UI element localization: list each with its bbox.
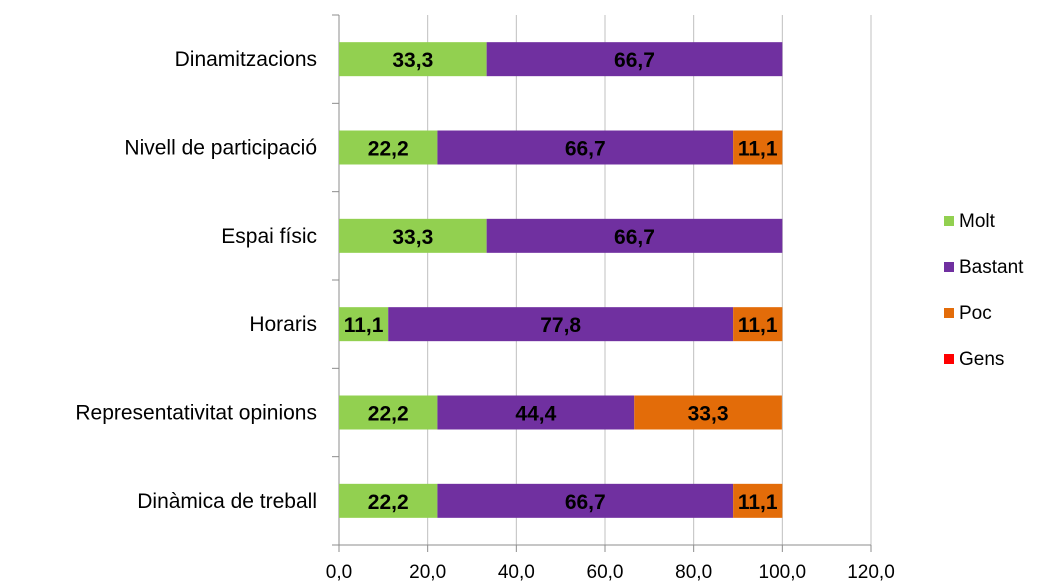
bar-segment bbox=[339, 42, 487, 77]
x-tick-label: 0,0 bbox=[326, 562, 352, 583]
data-labels: 33,3 66,7 22,2 66,7 11,1 33,3 66,7 11,1 77,8 11,1… bbox=[344, 49, 778, 514]
bar-segment bbox=[437, 483, 734, 518]
legend-swatch bbox=[944, 262, 954, 272]
category-label: Horaris bbox=[249, 313, 317, 336]
category-label: Dinamitzacions bbox=[175, 48, 317, 71]
bar-segment bbox=[339, 130, 438, 165]
category-label: Espai físic bbox=[221, 225, 317, 248]
bar-segment bbox=[339, 307, 389, 342]
data-label: 66,7 bbox=[614, 49, 655, 72]
category-label: Dinàmica de treball bbox=[137, 490, 317, 513]
legend-label: Poc bbox=[959, 303, 992, 324]
x-tick-label: 20,0 bbox=[409, 562, 446, 583]
x-tick-label: 100,0 bbox=[759, 562, 807, 583]
bar-segment bbox=[437, 130, 734, 165]
legend-label: Molt bbox=[959, 211, 996, 232]
data-label: 11,1 bbox=[738, 138, 778, 161]
bar-segment bbox=[486, 42, 783, 77]
category-label: Representativitat opinions bbox=[75, 402, 317, 425]
bar-segment bbox=[733, 483, 783, 518]
bar-segment bbox=[339, 218, 487, 253]
data-label: 44,4 bbox=[515, 403, 556, 426]
bar-segment bbox=[733, 130, 783, 165]
bar-segment bbox=[339, 395, 438, 430]
data-label: 11,1 bbox=[738, 314, 778, 337]
data-label: 22,2 bbox=[368, 138, 409, 161]
category-label: Nivell de participació bbox=[124, 137, 317, 160]
data-label: 22,2 bbox=[368, 403, 409, 426]
legend: Molt Bastant Poc Gens bbox=[944, 211, 1024, 370]
data-label: 33,3 bbox=[688, 403, 729, 426]
data-label: 22,2 bbox=[368, 491, 409, 514]
x-tick-label: 120,0 bbox=[847, 562, 895, 583]
x-tick-label: 40,0 bbox=[498, 562, 535, 583]
bar-segment bbox=[634, 395, 782, 430]
bar-segment bbox=[486, 218, 783, 253]
bars bbox=[339, 42, 783, 518]
bar-segment bbox=[388, 307, 734, 342]
gridlines bbox=[427, 15, 872, 545]
legend-label: Bastant bbox=[959, 257, 1024, 278]
legend-swatch bbox=[944, 308, 954, 318]
x-tick-label: 60,0 bbox=[587, 562, 624, 583]
data-label: 11,1 bbox=[344, 314, 384, 337]
bar-segment bbox=[437, 395, 635, 430]
category-labels: Dinamitzacions Nivell de participació Espa… bbox=[75, 48, 317, 513]
x-tick-labels: 0,0 20,0 40,0 60,0 80,0 100,0 120,0 bbox=[326, 562, 895, 583]
data-label: 66,7 bbox=[614, 226, 655, 249]
data-label: 11,1 bbox=[738, 491, 778, 514]
axes bbox=[332, 14, 872, 552]
data-label: 33,3 bbox=[392, 226, 433, 249]
data-label: 33,3 bbox=[392, 49, 433, 72]
legend-label: Gens bbox=[959, 349, 1004, 370]
data-label: 66,7 bbox=[565, 138, 606, 161]
data-label: 66,7 bbox=[565, 491, 606, 514]
bar-segment bbox=[339, 483, 438, 518]
legend-swatch bbox=[944, 216, 954, 226]
x-tick-label: 80,0 bbox=[675, 562, 712, 583]
data-label: 77,8 bbox=[540, 314, 581, 337]
bar-segment bbox=[733, 307, 783, 342]
legend-swatch bbox=[944, 354, 954, 364]
